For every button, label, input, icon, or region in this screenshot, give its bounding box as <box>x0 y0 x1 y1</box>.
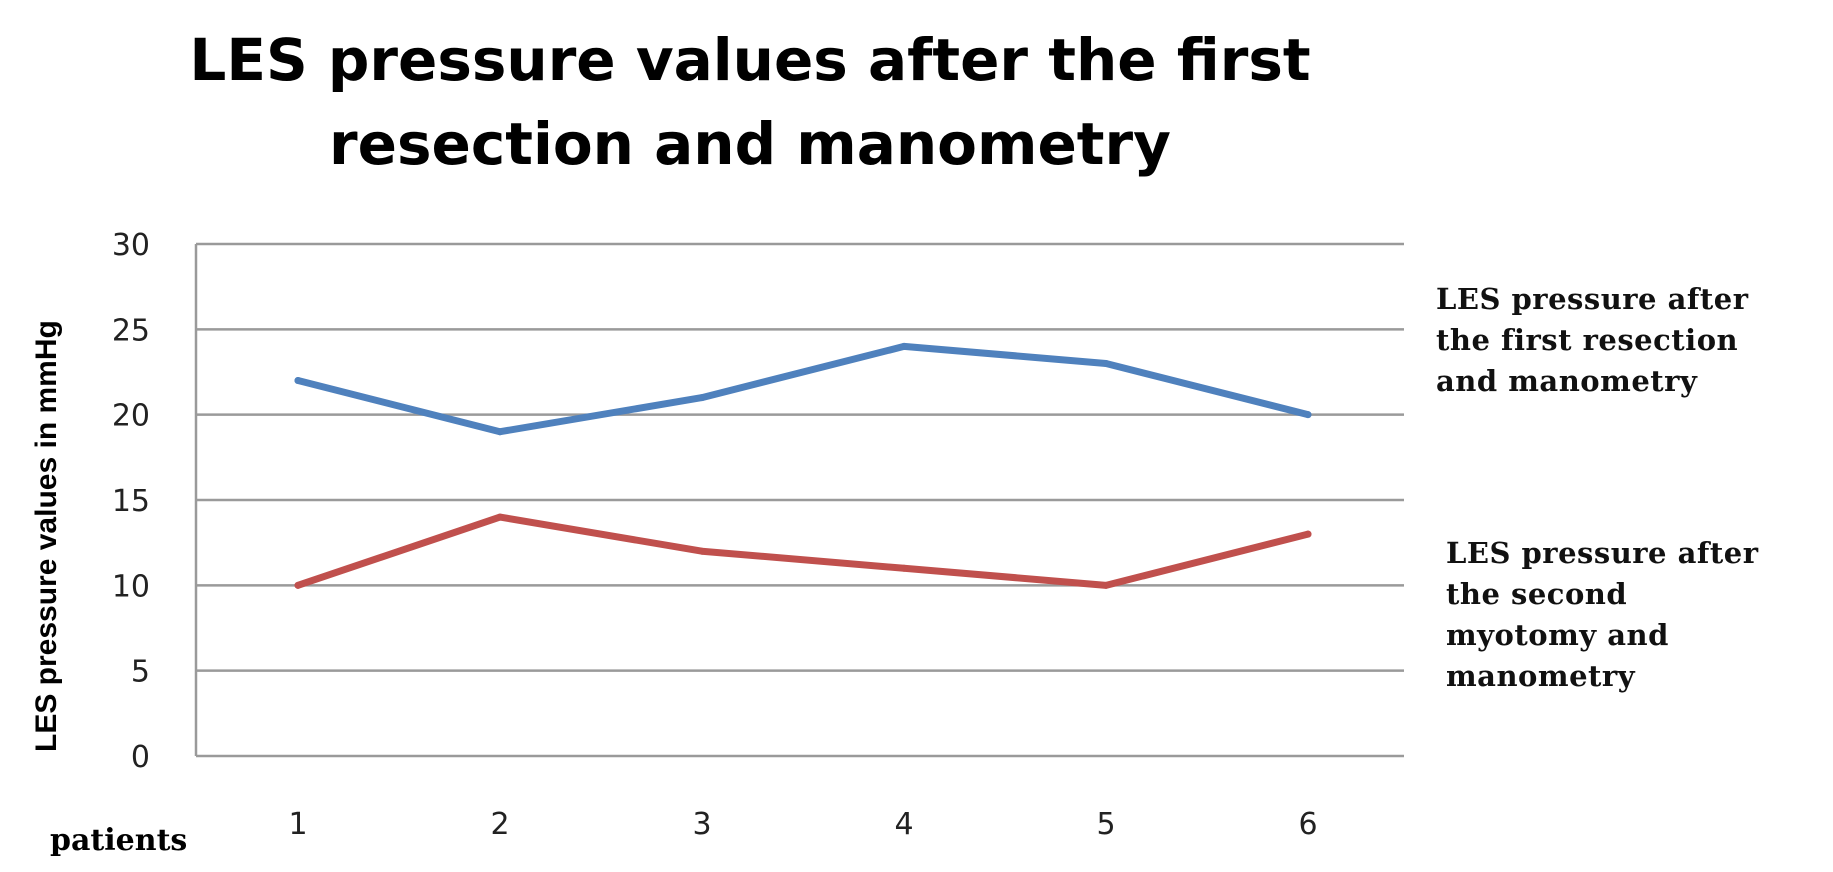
data-point <box>1102 581 1110 589</box>
series-lines <box>294 342 1312 589</box>
data-point <box>496 428 504 436</box>
x-tick-label: 5 <box>1096 807 1115 842</box>
x-tick-label: 6 <box>1298 807 1317 842</box>
chart-title-line-2: resection and manometry <box>329 110 1171 178</box>
legend-line: manometry <box>1446 659 1636 693</box>
data-point <box>294 581 302 589</box>
x-tick-label: 1 <box>288 807 307 842</box>
legend-entry-first-resection: LES pressure after the first resection a… <box>1436 279 1749 402</box>
data-point <box>900 564 908 572</box>
data-point <box>496 513 504 521</box>
data-point <box>1102 359 1110 367</box>
series-line-1 <box>294 342 1312 436</box>
data-point <box>1304 530 1312 538</box>
x-tick-labels: 1 2 3 4 5 6 <box>288 807 1317 842</box>
data-point <box>900 342 908 350</box>
data-point <box>294 377 302 385</box>
y-axis-label: LES pressure values in mmHg <box>30 320 63 752</box>
legend-line: the second <box>1446 577 1628 611</box>
legend-line: LES pressure after <box>1446 536 1759 570</box>
y-tick-label: 25 <box>112 313 150 348</box>
data-point <box>698 547 706 555</box>
legend-line: LES pressure after <box>1436 282 1749 316</box>
data-point <box>698 394 706 402</box>
legend-line: and manometry <box>1436 364 1698 398</box>
y-tick-label: 20 <box>112 399 150 434</box>
y-tick-label: 10 <box>112 569 150 604</box>
data-point <box>1304 411 1312 419</box>
legend-entry-second-myotomy: LES pressure after the second myotomy an… <box>1446 533 1759 697</box>
legend-line: myotomy and <box>1446 618 1669 652</box>
chart-title-line-1: LES pressure values after the first <box>189 26 1311 94</box>
y-tick-label: 5 <box>131 655 150 690</box>
x-tick-label: 2 <box>490 807 509 842</box>
y-tick-label: 15 <box>112 484 150 519</box>
gridlines <box>194 242 1404 758</box>
chart-title: LES pressure values after the first rese… <box>0 18 1500 186</box>
legend-line: the first resection <box>1436 323 1739 357</box>
y-tick-label: 0 <box>131 740 150 775</box>
x-tick-label: 3 <box>692 807 711 842</box>
x-axis-label: patients <box>50 823 187 858</box>
series-line-2 <box>294 513 1312 589</box>
y-tick-labels: 0 5 10 15 20 25 30 <box>112 228 150 775</box>
x-tick-label: 4 <box>894 807 913 842</box>
y-tick-label: 30 <box>112 228 150 263</box>
